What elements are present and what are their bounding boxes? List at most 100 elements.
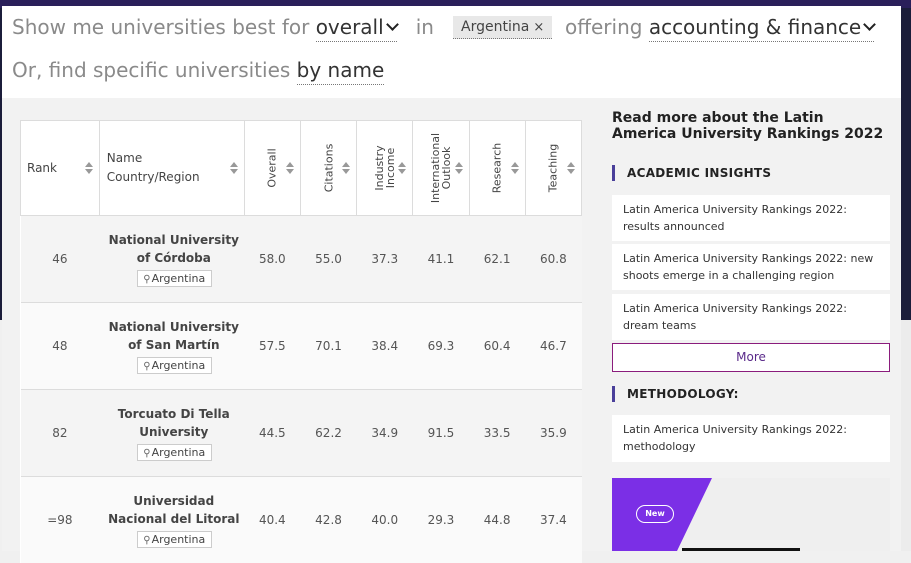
teaching-cell: 35.9 (525, 390, 581, 477)
promo-banner[interactable]: New (612, 478, 890, 551)
col-citations-label: Citations (323, 144, 334, 193)
research-cell: 60.4 (469, 303, 525, 390)
university-name-link[interactable]: Torcuato Di Tella University (106, 405, 241, 441)
university-name-link[interactable]: Universidad Nacional del Litoral (106, 492, 241, 528)
sort-icon (511, 162, 519, 174)
sort-icon (398, 162, 406, 174)
name-cell: National University of San Martín ⚲Argent… (99, 303, 244, 390)
col-research-label: Research (492, 143, 503, 193)
col-industry-label-2: Income (384, 148, 397, 188)
offering-label: offering (565, 15, 642, 39)
by-name-link[interactable]: by name (297, 58, 385, 85)
country-label: Argentina (152, 359, 206, 372)
academic-insights-title: ACADEMIC INSIGHTS (612, 165, 771, 181)
line2-prefix: Or, find specific universities (12, 58, 290, 82)
sort-icon (286, 162, 294, 174)
location-pin-icon: ⚲ (143, 274, 150, 285)
sidebar-heading: Read more about the Latin America Univer… (612, 110, 892, 142)
filter-sentence: Show me universities best for overall in… (12, 15, 874, 42)
article-link[interactable]: Latin America University Rankings 2022: … (612, 195, 890, 241)
table-row[interactable]: =98 Universidad Nacional del Litoral ⚲Arg… (21, 477, 582, 563)
close-icon[interactable]: × (533, 20, 544, 35)
country-badge: ⚲Argentina (137, 270, 212, 287)
sort-icon (567, 162, 575, 174)
location-pin-icon: ⚲ (143, 448, 150, 459)
overall-cell: 40.4 (244, 477, 300, 563)
col-research[interactable]: Research (469, 121, 525, 216)
intl-cell: 69.3 (413, 303, 469, 390)
rank-cell: 48 (21, 303, 100, 390)
location-pin-icon: ⚲ (143, 361, 150, 372)
industry-cell: 37.3 (357, 216, 413, 303)
sort-icon (230, 162, 238, 174)
new-badge: New (636, 505, 674, 523)
teaching-cell: 37.4 (525, 477, 581, 563)
more-button[interactable]: More (612, 343, 890, 372)
table-row[interactable]: 82 Torcuato Di Tella University⚲Argentin… (21, 390, 582, 477)
methodology-link[interactable]: Latin America University Rankings 2022: … (612, 415, 890, 462)
intl-cell: 29.3 (413, 477, 469, 563)
name-cell: National University of Córdoba ⚲Argentina (99, 216, 244, 303)
table-header-row: Rank Name Country/Region Overall Citation… (21, 121, 582, 216)
citations-cell: 55.0 (300, 216, 356, 303)
industry-cell: 38.4 (357, 303, 413, 390)
country-chip-label: Argentina (461, 19, 529, 35)
table-row[interactable]: 48 National University of San Martín ⚲Arg… (21, 303, 582, 390)
methodology-title: METHODOLOGY: (612, 386, 739, 402)
col-country-label: Country/Region (107, 170, 200, 184)
name-search-sentence: Or, find specific universities by name (12, 58, 384, 82)
in-label: in (416, 15, 434, 39)
country-badge: ⚲Argentina (137, 357, 212, 374)
country-label: Argentina (152, 533, 206, 546)
overall-cell: 44.5 (244, 390, 300, 477)
name-cell: Torcuato Di Tella University ⚲Argentina (99, 390, 244, 477)
col-teaching[interactable]: Teaching (525, 121, 581, 216)
citations-cell: 62.2 (300, 390, 356, 477)
subject-select[interactable]: accounting & finance (649, 15, 874, 42)
overall-cell: 58.0 (244, 216, 300, 303)
location-pin-icon: ⚲ (143, 535, 150, 546)
teaching-cell: 46.7 (525, 303, 581, 390)
sort-icon (85, 162, 93, 174)
col-rank[interactable]: Rank (21, 121, 100, 216)
country-chip[interactable]: Argentina × (453, 16, 552, 39)
table-row[interactable]: 46 National University of Córdoba ⚲Argent… (21, 216, 582, 303)
criterion-select[interactable]: overall (316, 15, 397, 42)
university-name-link[interactable]: National University of San Martín (106, 318, 241, 354)
chevron-down-icon (863, 18, 876, 31)
country-badge: ⚲Argentina (137, 531, 212, 548)
citations-cell: 42.8 (300, 477, 356, 563)
research-cell: 44.8 (469, 477, 525, 563)
university-name-link[interactable]: National University of Córdoba (106, 231, 241, 267)
article-link[interactable]: Latin America University Rankings 2022: … (612, 294, 890, 340)
col-overall[interactable]: Overall (244, 121, 300, 216)
rank-cell: =98 (21, 477, 100, 563)
rank-cell: 46 (21, 216, 100, 303)
col-name-label: Name (107, 151, 142, 165)
intl-cell: 41.1 (413, 216, 469, 303)
col-citations[interactable]: Citations (300, 121, 356, 216)
intl-cell: 91.5 (413, 390, 469, 477)
rankings-table: Rank Name Country/Region Overall Citation… (20, 120, 582, 563)
col-rank-label: Rank (27, 161, 57, 175)
sort-icon (342, 162, 350, 174)
subject-value: accounting & finance (649, 15, 861, 39)
col-name[interactable]: Name Country/Region (99, 121, 244, 216)
country-label: Argentina (152, 446, 206, 459)
teaching-cell: 60.8 (525, 216, 581, 303)
sidebar: Read more about the Latin America Univer… (612, 110, 892, 142)
name-cell: Universidad Nacional del Litoral ⚲Argenti… (99, 477, 244, 563)
article-link[interactable]: Latin America University Rankings 2022: … (612, 244, 890, 290)
industry-cell: 40.0 (357, 477, 413, 563)
col-teaching-label: Teaching (548, 144, 559, 192)
criterion-value: overall (316, 15, 384, 39)
col-overall-label: Overall (267, 148, 278, 187)
col-intl-label-2: Outlook (440, 147, 453, 190)
industry-cell: 34.9 (357, 390, 413, 477)
overall-cell: 57.5 (244, 303, 300, 390)
chevron-down-icon (386, 18, 399, 31)
research-cell: 33.5 (469, 390, 525, 477)
page-margin (901, 320, 911, 551)
